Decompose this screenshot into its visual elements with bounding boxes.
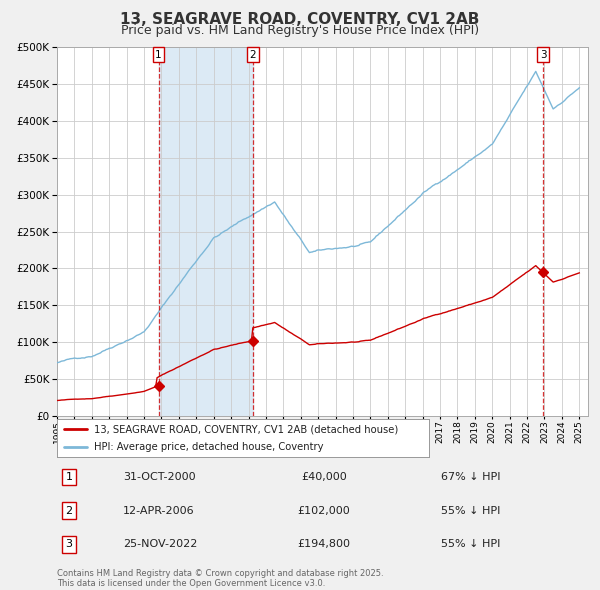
Text: 55% ↓ HPI: 55% ↓ HPI	[441, 539, 500, 549]
Text: 31-OCT-2000: 31-OCT-2000	[123, 472, 196, 482]
Text: 13, SEAGRAVE ROAD, COVENTRY, CV1 2AB (detached house): 13, SEAGRAVE ROAD, COVENTRY, CV1 2AB (de…	[94, 424, 398, 434]
Bar	[158, 47, 253, 416]
Text: 13, SEAGRAVE ROAD, COVENTRY, CV1 2AB: 13, SEAGRAVE ROAD, COVENTRY, CV1 2AB	[121, 12, 479, 27]
Text: 1: 1	[65, 472, 73, 482]
Text: Contains HM Land Registry data © Crown copyright and database right 2025.
This d: Contains HM Land Registry data © Crown c…	[57, 569, 383, 588]
Text: 1: 1	[155, 50, 162, 60]
Text: £40,000: £40,000	[301, 472, 347, 482]
Text: HPI: Average price, detached house, Coventry: HPI: Average price, detached house, Cove…	[94, 442, 324, 452]
Text: 2: 2	[250, 50, 256, 60]
Text: £194,800: £194,800	[298, 539, 350, 549]
Text: Price paid vs. HM Land Registry's House Price Index (HPI): Price paid vs. HM Land Registry's House …	[121, 24, 479, 37]
Text: 3: 3	[540, 50, 547, 60]
Text: 55% ↓ HPI: 55% ↓ HPI	[441, 506, 500, 516]
Text: 2: 2	[65, 506, 73, 516]
Text: 25-NOV-2022: 25-NOV-2022	[123, 539, 197, 549]
Text: 12-APR-2006: 12-APR-2006	[123, 506, 194, 516]
Text: 3: 3	[65, 539, 73, 549]
Text: £102,000: £102,000	[298, 506, 350, 516]
Text: 67% ↓ HPI: 67% ↓ HPI	[441, 472, 500, 482]
